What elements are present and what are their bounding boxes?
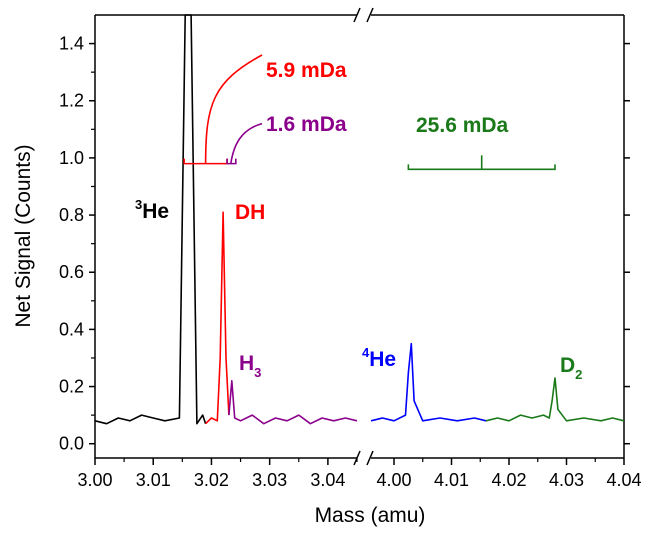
series-line-d2 — [485, 377, 625, 422]
y-tick-label: 0.0 — [59, 434, 84, 454]
peak-label-d2: D2 — [560, 354, 582, 382]
y-tick-label: 1.0 — [59, 148, 84, 168]
y-tick-label: 1.4 — [59, 34, 84, 54]
x-tick-label: 3.01 — [136, 470, 171, 490]
x-tick-label: 3.02 — [194, 470, 229, 490]
series-lines — [94, 14, 625, 425]
peak-label-h3: H3 — [239, 352, 261, 380]
leader-5-9-mda — [204, 54, 263, 164]
break-mark — [366, 7, 374, 23]
x-tick-label: 4.04 — [606, 470, 641, 490]
x-tick-label: 4.02 — [491, 470, 526, 490]
series-line-dh — [205, 211, 230, 425]
peak-label-dh: DH — [235, 201, 265, 224]
axes — [94, 14, 625, 459]
y-tick-label: 0.2 — [59, 377, 84, 397]
break-mark — [353, 7, 361, 23]
x-tick-label: 4.03 — [549, 470, 584, 490]
mass-difference-brackets — [183, 54, 556, 171]
peak-label-4he: 4He — [362, 345, 396, 371]
y-ticks: 0.0 0.2 0.4 0.6 0.8 1.0 1.2 1.4 — [59, 34, 630, 454]
y-tick-label: 0.6 — [59, 262, 84, 282]
y-tick-label: 0.8 — [59, 205, 84, 225]
leader-1-6-mda — [230, 122, 263, 164]
annotation-25-6-mda: 25.6 mDa — [416, 114, 509, 137]
series-line-3he — [94, 14, 207, 425]
x-axis-title: Mass (amu) — [315, 504, 426, 527]
x-ticks: 3.00 3.01 3.02 3.03 3.04 4.00 4.01 4.02 4.03 4.04 — [77, 458, 642, 490]
x-tick-label: 4.00 — [376, 470, 411, 490]
y-tick-label: 1.2 — [59, 91, 84, 111]
y-tick-label: 0.4 — [59, 319, 84, 339]
peak-label-3he: 3He — [135, 197, 169, 223]
break-mark — [366, 450, 374, 466]
series-line-h3 — [228, 379, 358, 425]
x-tick-label: 3.00 — [77, 470, 112, 490]
x-tick-label: 3.04 — [310, 470, 345, 490]
x-tick-label: 4.01 — [434, 470, 469, 490]
y-axis-title: Net Signal (Counts) — [12, 144, 35, 327]
series-line-4he — [370, 342, 487, 422]
x-tick-label: 3.03 — [252, 470, 287, 490]
annotation-1-6-mda: 1.6 mDa — [266, 113, 347, 136]
annotation-5-9-mda: 5.9 mDa — [266, 59, 347, 82]
